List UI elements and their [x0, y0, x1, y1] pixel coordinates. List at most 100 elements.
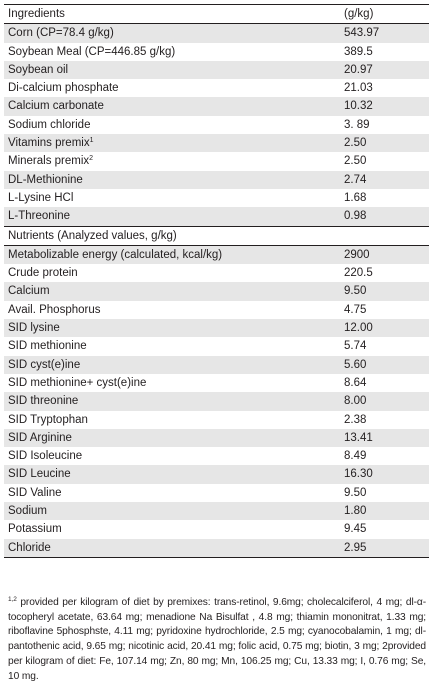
row-label: Metabolizable energy (calculated, kcal/k…	[4, 245, 340, 265]
row-label: Avail. Phosphorus	[4, 301, 340, 319]
row-label-text: SID threonine	[8, 395, 79, 408]
row-label-text: DL-Methionine	[8, 173, 83, 186]
row-label: Crude protein	[4, 264, 340, 282]
row-value: 4.75	[344, 303, 367, 316]
row-label-text: SID Tryptophan	[8, 413, 88, 426]
header-ingredients: Ingredients	[4, 3, 340, 25]
row-label: Vitamins premix1	[4, 134, 340, 153]
table-header-row: Ingredients (g/kg)	[4, 3, 429, 25]
row-label: Soybean Meal (CP=446.85 g/kg)	[4, 43, 340, 61]
row-label-superscript: 2	[89, 155, 94, 163]
diet-composition-table: Ingredients (g/kg) Corn (CP=78.4 g/kg) 54…	[4, 3, 429, 558]
row-label: Minerals premix2	[4, 152, 340, 170]
row-label-text: Soybean Meal (CP=446.85 g/kg)	[8, 45, 176, 58]
table-row: SID Arginine 13.41	[4, 428, 429, 448]
row-value: 2.95	[340, 538, 429, 558]
row-label-text: SID cyst(e)ine	[8, 358, 81, 371]
row-value: 389.5	[344, 45, 373, 58]
table-row: Avail. Phosphorus 4.75	[4, 301, 429, 319]
table-row: Sodium 1.80	[4, 502, 429, 521]
table-row: SID Isoleucine 8.49	[4, 447, 429, 465]
row-value: 2.74	[340, 170, 429, 189]
row-label: SID lysine	[4, 319, 340, 338]
row-label: SID Arginine	[4, 428, 340, 448]
table-row: DL-Methionine 2.74	[4, 170, 429, 189]
table-row: Vitamins premix1 2.50	[4, 134, 429, 153]
row-value: 10.32	[340, 97, 429, 116]
nutrients-header-blank	[340, 226, 429, 246]
table-row: Crude protein 220.5	[4, 264, 429, 282]
row-label-text: Chloride	[8, 541, 51, 554]
row-label: Potassium	[4, 520, 340, 538]
row-label: SID Tryptophan	[4, 411, 340, 429]
row-value: 3. 89	[344, 118, 370, 131]
table-row: SID Tryptophan 2.38	[4, 411, 429, 429]
row-label: L-Threonine	[4, 207, 340, 227]
table-row: L-Threonine 0.98	[4, 207, 429, 227]
row-label-text: Minerals premix	[8, 155, 90, 168]
row-label-text: SID Isoleucine	[8, 450, 83, 463]
row-label: Calcium carbonate	[4, 97, 340, 116]
row-label-text: Soybean oil	[8, 63, 69, 76]
row-label: SID methionine+ cyst(e)ine	[4, 374, 340, 392]
row-value: 12.00	[340, 319, 429, 338]
row-value: 1.68	[344, 191, 367, 204]
table-row: Soybean Meal (CP=446.85 g/kg) 389.5	[4, 43, 429, 61]
row-label: SID Leucine	[4, 465, 340, 484]
row-label-text: SID Leucine	[8, 468, 71, 481]
row-label: SID Isoleucine	[4, 447, 340, 465]
row-label-text: Calcium	[8, 285, 50, 298]
row-label: SID threonine	[4, 392, 340, 411]
table-row: L-Lysine HCl 1.68	[4, 189, 429, 207]
row-value: 2900	[340, 245, 429, 265]
table-row: SID Valine 9.50	[4, 484, 429, 502]
row-label-text: SID lysine	[8, 322, 60, 335]
row-label: Calcium	[4, 282, 340, 301]
row-label-text: L-Lysine HCl	[8, 191, 74, 204]
table-row: Minerals premix2 2.50	[4, 152, 429, 170]
row-label-text: SID methionine	[8, 340, 87, 353]
row-label: Corn (CP=78.4 g/kg)	[4, 23, 340, 43]
table-row: SID threonine 8.00	[4, 392, 429, 411]
row-label: Sodium	[4, 502, 340, 521]
row-value: 13.41	[340, 428, 429, 448]
row-label: SID methionine	[4, 337, 340, 355]
table-row: Calcium 9.50	[4, 282, 429, 301]
row-label-text: Crude protein	[8, 267, 78, 280]
nutrients-header-row: Nutrients (Analyzed values, g/kg)	[4, 226, 429, 246]
table-row: SID lysine 12.00	[4, 319, 429, 338]
header-unit: (g/kg)	[340, 3, 429, 25]
row-value: 8.49	[344, 450, 367, 463]
row-value: 2.50	[340, 134, 429, 153]
row-value: 2.38	[344, 413, 367, 426]
row-value: 16.30	[340, 465, 429, 484]
row-label-text: Corn (CP=78.4 g/kg)	[8, 27, 114, 40]
row-value: 8.64	[344, 376, 367, 389]
row-label: L-Lysine HCl	[4, 189, 340, 207]
row-label-text: Avail. Phosphorus	[8, 303, 101, 316]
table-row: Corn (CP=78.4 g/kg) 543.97	[4, 23, 429, 43]
row-value: 220.5	[344, 267, 373, 280]
row-value: 0.98	[340, 207, 429, 227]
row-value: 5.60	[340, 355, 429, 374]
table-row: Sodium chloride 3. 89	[4, 116, 429, 134]
row-label-text: SID Valine	[8, 486, 62, 499]
row-label-text: Sodium	[8, 505, 47, 518]
row-label-text: SID Arginine	[8, 431, 72, 444]
row-label-text: Metabolizable energy (calculated, kcal/k…	[8, 248, 223, 261]
row-label-text: Potassium	[8, 523, 62, 536]
row-value: 9.50	[340, 282, 429, 301]
row-label-text: SID methionine+ cyst(e)ine	[8, 376, 147, 389]
footnote-text: provided per kilogram of diet by premixe…	[8, 597, 426, 682]
row-label: Sodium chloride	[4, 116, 340, 134]
row-value: 2.50	[344, 155, 367, 168]
row-label: Di-calcium phosphate	[4, 79, 340, 97]
table-row: Chloride 2.95	[4, 538, 429, 558]
table-footnote: 1,2 provided per kilogram of diet by pre…	[8, 596, 426, 684]
row-value: 1.80	[340, 502, 429, 521]
row-value: 543.97	[340, 23, 429, 43]
row-label: Chloride	[4, 538, 340, 558]
row-label-text: L-Threonine	[8, 210, 71, 223]
row-value: 21.03	[344, 82, 373, 95]
